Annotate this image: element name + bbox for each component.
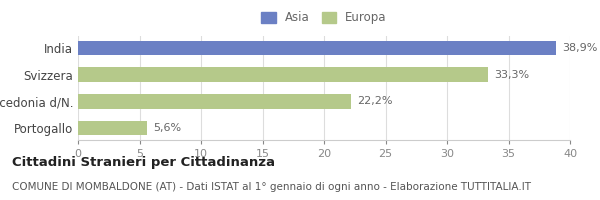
Bar (78, 94, 351, 109)
Bar (78, 121, 147, 135)
Bar (78, 67, 488, 82)
Bar (78, 41, 556, 55)
Text: COMUNE DI MOMBALDONE (AT) - Dati ISTAT al 1° gennaio di ogni anno - Elaborazione: COMUNE DI MOMBALDONE (AT) - Dati ISTAT a… (12, 182, 531, 192)
Text: 22,2%: 22,2% (357, 96, 393, 106)
Legend: Asia, Europa: Asia, Europa (258, 8, 390, 28)
Text: 38,9%: 38,9% (563, 43, 598, 53)
Text: Cittadini Stranieri per Cittadinanza: Cittadini Stranieri per Cittadinanza (12, 156, 275, 169)
Text: 5,6%: 5,6% (153, 123, 181, 133)
Text: 33,3%: 33,3% (494, 70, 529, 80)
